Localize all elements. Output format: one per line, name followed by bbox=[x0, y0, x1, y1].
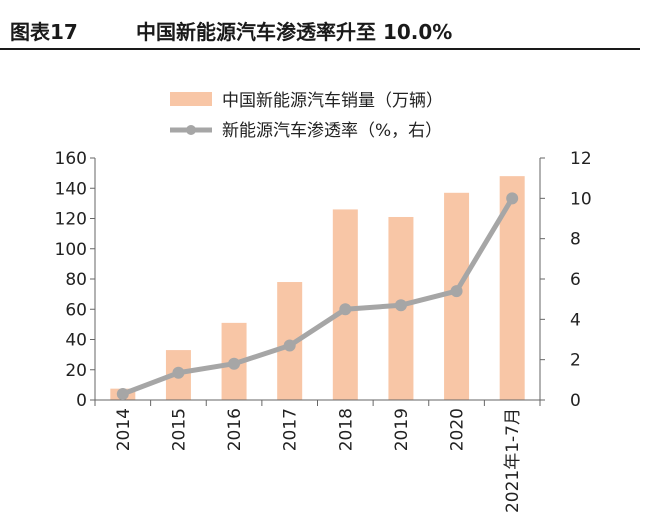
x-tick-label: 2014 bbox=[114, 408, 134, 451]
line-point bbox=[339, 303, 352, 316]
legend-line-marker bbox=[186, 125, 196, 135]
y-left-tick-label: 100 bbox=[55, 240, 87, 260]
x-tick-label: 2016 bbox=[225, 408, 245, 451]
figure-header: 图表17 中国新能源汽车渗透率升至 10.0% bbox=[0, 0, 655, 52]
x-tick-label: 2019 bbox=[392, 408, 412, 451]
figure-title: 中国新能源汽车渗透率升至 10.0% bbox=[136, 20, 453, 44]
line-point bbox=[172, 366, 185, 379]
y-left-tick-label: 120 bbox=[55, 210, 87, 230]
line-point bbox=[116, 387, 129, 400]
x-tick-label: 2015 bbox=[169, 408, 189, 451]
y-left-tick-label: 60 bbox=[65, 300, 87, 320]
y-left-tick-label: 80 bbox=[65, 270, 87, 290]
y-left-tick-label: 140 bbox=[55, 179, 87, 199]
legend-line-label: 新能源汽车渗透率（%，右） bbox=[222, 121, 442, 141]
y-right-tick-label: 6 bbox=[570, 270, 581, 290]
y-left-tick-label: 0 bbox=[76, 391, 87, 411]
y-right-tick-label: 12 bbox=[570, 149, 592, 169]
x-tick-label: 2018 bbox=[336, 408, 356, 451]
x-tick-label: 2017 bbox=[281, 408, 301, 451]
y-left-tick-label: 20 bbox=[65, 361, 87, 381]
y-right-tick-label: 4 bbox=[570, 310, 581, 330]
line-point bbox=[228, 357, 241, 370]
line-series bbox=[120, 195, 515, 397]
legend-bar-swatch bbox=[170, 92, 212, 106]
x-tick-label: 2021年1-7月 bbox=[503, 408, 523, 513]
line-point bbox=[283, 339, 296, 352]
header-rule bbox=[0, 48, 640, 50]
figure-label: 图表17 bbox=[10, 20, 78, 44]
x-tick-label: 2020 bbox=[448, 408, 468, 451]
legend-bar-label: 中国新能源汽车销量（万辆） bbox=[222, 91, 443, 111]
y-right-tick-label: 2 bbox=[570, 351, 581, 371]
line-point bbox=[450, 285, 463, 298]
y-right-tick-label: 8 bbox=[570, 230, 581, 250]
y-left-tick-label: 160 bbox=[55, 149, 87, 169]
line-point bbox=[506, 192, 519, 205]
line-point bbox=[394, 299, 407, 312]
y-left-tick-label: 40 bbox=[65, 331, 87, 351]
y-right-tick-label: 10 bbox=[570, 189, 592, 209]
y-right-tick-label: 0 bbox=[570, 391, 581, 411]
